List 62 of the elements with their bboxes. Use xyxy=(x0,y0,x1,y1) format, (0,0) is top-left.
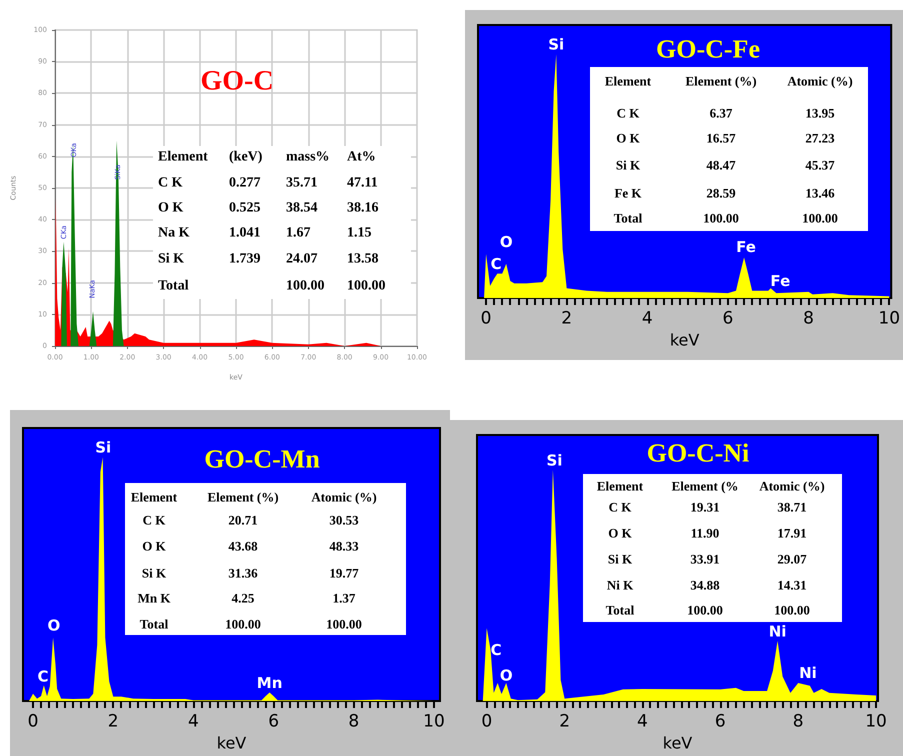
x-tick-label: 8 xyxy=(792,712,804,732)
text: Element Element (%) Atomic (%) xyxy=(130,490,377,504)
x-axis-title: keV xyxy=(670,330,700,350)
x-tick-label: 8 xyxy=(348,712,360,732)
x-tick-label: 6 xyxy=(268,712,280,732)
text: Element (keV) mass% At% xyxy=(158,150,376,164)
x-axis-title: keV xyxy=(216,734,246,752)
text: C K 20.71 30.53 xyxy=(142,512,359,528)
x-tick-label: 4 xyxy=(642,308,653,328)
x-tick-label: 2 xyxy=(561,308,572,328)
x-tick-label: 0 xyxy=(481,712,492,732)
text: Element Element (% Atomic (%) xyxy=(596,478,825,494)
x-tick-label: 0 xyxy=(480,308,492,328)
annotation: O xyxy=(500,666,513,685)
text: Total 100.00 100.00 xyxy=(140,616,362,632)
text: Si K 33.91 29.07 xyxy=(608,552,807,566)
x-tick-label: 10 xyxy=(423,712,445,732)
chart-title: GO-C-Ni xyxy=(646,438,750,468)
text: C K 0.277 35.71 47.11 xyxy=(158,176,378,190)
text: O K 11.90 17.91 xyxy=(608,526,807,540)
text: Mn K 4.25 1.37 xyxy=(138,590,356,606)
text: Si K 48.47 45.37 xyxy=(616,158,835,172)
x-tick-label: 2 xyxy=(559,712,570,732)
text: Si xyxy=(546,451,562,470)
text: O K 16.57 27.23 xyxy=(616,130,835,146)
x-tick-label: 4 xyxy=(188,712,199,732)
annotation: O xyxy=(47,616,60,634)
text: C K 6.37 13.95 xyxy=(616,106,835,120)
text: Si K 31.36 19.77 xyxy=(142,566,359,580)
chart-title: GO-C-Fe xyxy=(656,34,760,64)
text: O K 0.525 38.54 38.16 xyxy=(158,200,378,216)
annotation: C xyxy=(38,668,49,686)
x-axis-title: keV xyxy=(662,734,692,752)
x-tick-label: 6 xyxy=(722,308,734,328)
text: Total 100.00 100.00 xyxy=(158,278,386,294)
annotation: Mn xyxy=(256,674,282,692)
text: Ni K 34.88 14.31 xyxy=(606,578,807,592)
text: O K 43.68 48.33 xyxy=(142,538,359,554)
annotation: Ni xyxy=(768,622,786,641)
annotation: C xyxy=(490,641,502,660)
x-tick-label: 8 xyxy=(803,308,814,328)
text: C K 19.31 38.71 xyxy=(608,500,807,514)
text: Element Element (%) Atomic (%) xyxy=(604,74,853,88)
x-tick-label: 10 xyxy=(878,308,900,328)
annotation: Fe xyxy=(770,272,790,290)
text: GO-C xyxy=(200,66,274,96)
x-tick-label: 10 xyxy=(865,712,887,732)
annotation: C xyxy=(490,254,502,273)
text: Si K 1.739 24.07 13.58 xyxy=(158,252,378,266)
text: Total 100.00 100.00 xyxy=(606,602,810,618)
text: Fe K 28.59 13.46 xyxy=(614,186,835,200)
annotation: Ni xyxy=(799,664,817,682)
chart-title: GO-C-Mn xyxy=(204,444,320,474)
annotation: Fe xyxy=(736,238,756,256)
annotation: O xyxy=(500,232,513,251)
text: Si xyxy=(95,438,112,456)
text: Total 100.00 100.00 xyxy=(614,210,838,226)
x-tick-label: 2 xyxy=(108,712,119,732)
x-tick-label: 6 xyxy=(714,712,726,732)
text: Na K 1.041 1.67 1.15 xyxy=(158,226,372,240)
x-tick-label: 4 xyxy=(637,712,648,732)
text: Si xyxy=(548,36,564,54)
